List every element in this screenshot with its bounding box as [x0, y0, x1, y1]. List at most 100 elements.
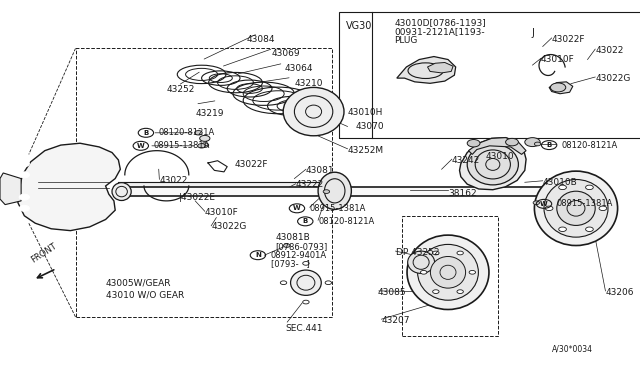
Ellipse shape [408, 251, 435, 273]
Text: 43219: 43219 [195, 109, 224, 118]
Circle shape [550, 83, 566, 92]
Circle shape [586, 185, 593, 190]
Bar [402, 216, 498, 336]
Text: 43010: 43010 [485, 153, 514, 161]
Text: 43085: 43085 [378, 288, 406, 296]
Circle shape [599, 206, 607, 211]
Text: 08915-1381A: 08915-1381A [154, 141, 210, 150]
Ellipse shape [544, 179, 608, 237]
Text: SEC.441: SEC.441 [285, 324, 323, 333]
Text: 43064: 43064 [285, 64, 314, 73]
Ellipse shape [430, 257, 466, 288]
Text: 43010F: 43010F [205, 208, 239, 217]
Ellipse shape [534, 171, 618, 246]
Text: J: J [531, 29, 534, 38]
Text: 43206: 43206 [605, 288, 634, 296]
Circle shape [19, 194, 29, 200]
Text: 00931-2121A[1193-: 00931-2121A[1193- [394, 27, 485, 36]
Text: 08120-8121A: 08120-8121A [562, 141, 618, 150]
Text: 43005W/GEAR: 43005W/GEAR [106, 279, 171, 288]
Circle shape [525, 138, 540, 147]
Circle shape [323, 190, 330, 193]
Circle shape [457, 251, 463, 255]
Polygon shape [397, 57, 456, 83]
Text: PLUG: PLUG [394, 36, 418, 45]
Text: 08915-1381A: 08915-1381A [310, 204, 366, 213]
Polygon shape [460, 138, 526, 190]
Text: A/30*0034: A/30*0034 [552, 344, 593, 353]
Circle shape [420, 270, 427, 274]
Circle shape [559, 185, 566, 190]
Circle shape [19, 205, 29, 211]
Circle shape [200, 135, 210, 141]
Circle shape [303, 300, 309, 304]
Circle shape [198, 144, 205, 148]
Text: 43242: 43242 [452, 156, 480, 165]
Text: 43207: 43207 [381, 316, 410, 325]
Ellipse shape [557, 191, 595, 225]
Text: B: B [547, 142, 552, 148]
Text: 08120-8121A: 08120-8121A [159, 128, 215, 137]
Text: 43010H: 43010H [348, 108, 383, 117]
Text: W: W [540, 201, 548, 207]
Ellipse shape [418, 244, 479, 300]
Text: 43252: 43252 [166, 85, 195, 94]
Text: W: W [137, 143, 145, 149]
Bar [76, 48, 332, 317]
Circle shape [433, 290, 439, 294]
Circle shape [586, 227, 593, 231]
Text: 08120-8121A: 08120-8121A [318, 217, 374, 226]
Text: |43022E: |43022E [179, 193, 216, 202]
Text: 43010B: 43010B [543, 178, 577, 187]
Ellipse shape [318, 172, 351, 209]
Text: 43069: 43069 [272, 49, 301, 58]
Text: 43070: 43070 [356, 122, 385, 131]
Circle shape [19, 172, 29, 178]
Text: 08912-9401A: 08912-9401A [271, 251, 327, 260]
Circle shape [325, 281, 332, 285]
Text: W: W [293, 205, 301, 211]
Text: 43252M: 43252M [348, 146, 383, 155]
Ellipse shape [284, 87, 344, 136]
Polygon shape [428, 62, 453, 73]
Circle shape [506, 138, 518, 146]
Text: [0786-0793]: [0786-0793] [275, 242, 328, 251]
Text: DP 43252: DP 43252 [396, 248, 439, 257]
Text: N: N [255, 252, 261, 258]
Circle shape [559, 227, 566, 231]
Text: 43210: 43210 [294, 79, 323, 88]
Text: 43022G: 43022G [211, 222, 246, 231]
Text: 43222: 43222 [296, 180, 324, 189]
Circle shape [280, 281, 287, 285]
Text: 08915-1381A: 08915-1381A [557, 199, 613, 208]
Polygon shape [468, 138, 526, 154]
Text: 43022F: 43022F [552, 35, 585, 44]
Text: 43022: 43022 [595, 46, 623, 55]
Circle shape [433, 251, 439, 255]
Circle shape [201, 143, 209, 147]
Text: 43081: 43081 [306, 166, 335, 175]
Circle shape [469, 270, 476, 274]
Bar [339, 12, 640, 138]
Text: 43022G: 43022G [595, 74, 630, 83]
Text: 43081B: 43081B [275, 233, 310, 242]
Text: B: B [303, 218, 308, 224]
Circle shape [467, 140, 480, 147]
Text: 38162: 38162 [448, 189, 477, 198]
Ellipse shape [407, 235, 489, 310]
Circle shape [545, 206, 553, 211]
Text: 43010F: 43010F [541, 55, 575, 64]
Text: B: B [143, 130, 148, 136]
Circle shape [533, 201, 540, 205]
Text: 43022F: 43022F [234, 160, 268, 169]
Polygon shape [549, 82, 573, 94]
Ellipse shape [291, 270, 321, 295]
Circle shape [534, 142, 541, 146]
Text: 43022: 43022 [159, 176, 188, 185]
Text: [0793-   ]: [0793- ] [271, 260, 310, 269]
Text: 43084: 43084 [246, 35, 275, 44]
Text: FRONT: FRONT [29, 242, 58, 265]
Text: 43010 W/O GEAR: 43010 W/O GEAR [106, 290, 184, 299]
Circle shape [284, 244, 290, 247]
Circle shape [457, 290, 463, 294]
